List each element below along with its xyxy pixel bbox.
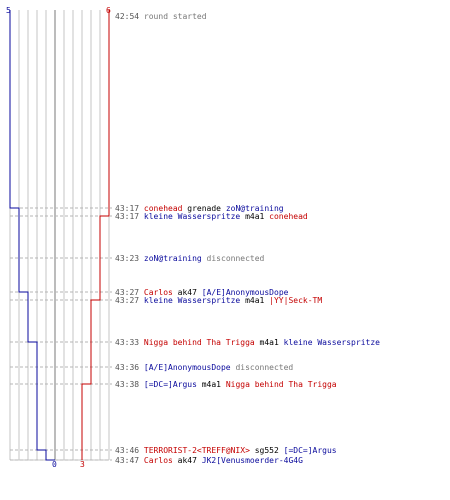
killer-name: conehead <box>143 204 183 213</box>
kill-event-row: 43:27 kleine Wasserspritze m4a1 |YY|Seck… <box>115 296 322 305</box>
victim-name: zoN@training <box>225 204 284 213</box>
event-time: 43:47 <box>115 456 140 465</box>
killer-name: TERRORIST-2<TREFF@NIX> <box>143 446 250 455</box>
weapon-name: ak47 <box>177 288 197 297</box>
victim-name: kleine Wasserspritze <box>283 338 380 347</box>
killer-name: Nigga behind Tha Trigga <box>143 338 255 347</box>
kill-event-row: 43:46 TERRORIST-2<TREFF@NIX> sg552 [=DC=… <box>115 446 337 455</box>
weapon-name: m4a1 <box>259 338 279 347</box>
event-time: 43:36 <box>115 363 140 372</box>
round-start-text: round started <box>143 12 207 21</box>
ct-start-count: 5 <box>6 6 11 15</box>
event-message: disconnected <box>235 363 294 372</box>
victim-name: JK2[Venusmoerder-4G4G <box>201 456 303 465</box>
victim-name: Nigga behind Tha Trigga <box>225 380 337 389</box>
round-start-row: 42:54 round started <box>115 12 207 21</box>
event-time: 42:54 <box>115 12 140 21</box>
event-time: 43:23 <box>115 254 140 263</box>
t-end-count: 3 <box>80 460 85 469</box>
kill-event-row: 43:33 Nigga behind Tha Trigga m4a1 klein… <box>115 338 380 347</box>
ct-end-count: 0 <box>52 460 57 469</box>
weapon-name: m4a1 <box>201 380 221 389</box>
weapon-name: m4a1 <box>245 212 265 221</box>
victim-name: |YY|Seck-TM <box>269 296 323 305</box>
killer-name: Carlos <box>143 456 173 465</box>
victim-name: [A/E]AnonymousDope <box>201 288 289 297</box>
kill-event-row: 43:38 [=DC=]Argus m4a1 Nigga behind Tha … <box>115 380 337 389</box>
kill-event-row: 43:17 conehead grenade zoN@training <box>115 204 284 213</box>
killer-name: Carlos <box>143 288 173 297</box>
killer-name: kleine Wasserspritze <box>143 296 241 305</box>
info-event-row: 43:23 zoN@training disconnected <box>115 254 264 263</box>
weapon-name: m4a1 <box>245 296 265 305</box>
event-time: 43:27 <box>115 288 140 297</box>
event-leader-lines <box>10 207 112 461</box>
killer-name: kleine Wasserspritze <box>143 212 241 221</box>
ct-alive-step-line <box>9 10 55 461</box>
kill-event-row: 43:27 Carlos ak47 [A/E]AnonymousDope <box>115 288 288 297</box>
kill-event-row: 43:17 kleine Wasserspritze m4a1 conehead <box>115 212 308 221</box>
player-name: [A/E]AnonymousDope <box>143 363 231 372</box>
t-start-count: 6 <box>106 6 111 15</box>
event-time: 43:38 <box>115 380 140 389</box>
event-time: 43:27 <box>115 296 140 305</box>
player-name: zoN@training <box>143 254 202 263</box>
event-message: disconnected <box>206 254 265 263</box>
killer-name: [=DC=]Argus <box>143 380 197 389</box>
weapon-name: grenade <box>187 204 221 213</box>
info-event-row: 43:36 [A/E]AnonymousDope disconnected <box>115 363 293 372</box>
event-time: 43:33 <box>115 338 140 347</box>
weapon-name: sg552 <box>254 446 279 455</box>
weapon-name: ak47 <box>177 456 197 465</box>
event-time: 43:17 <box>115 204 140 213</box>
event-time: 43:46 <box>115 446 140 455</box>
victim-name: [=DC=]Argus <box>283 446 337 455</box>
kill-event-row: 43:47 Carlos ak47 JK2[Venusmoerder-4G4G <box>115 456 303 465</box>
victim-name: conehead <box>269 212 308 221</box>
event-time: 43:17 <box>115 212 140 221</box>
t-alive-step-line <box>81 10 110 460</box>
